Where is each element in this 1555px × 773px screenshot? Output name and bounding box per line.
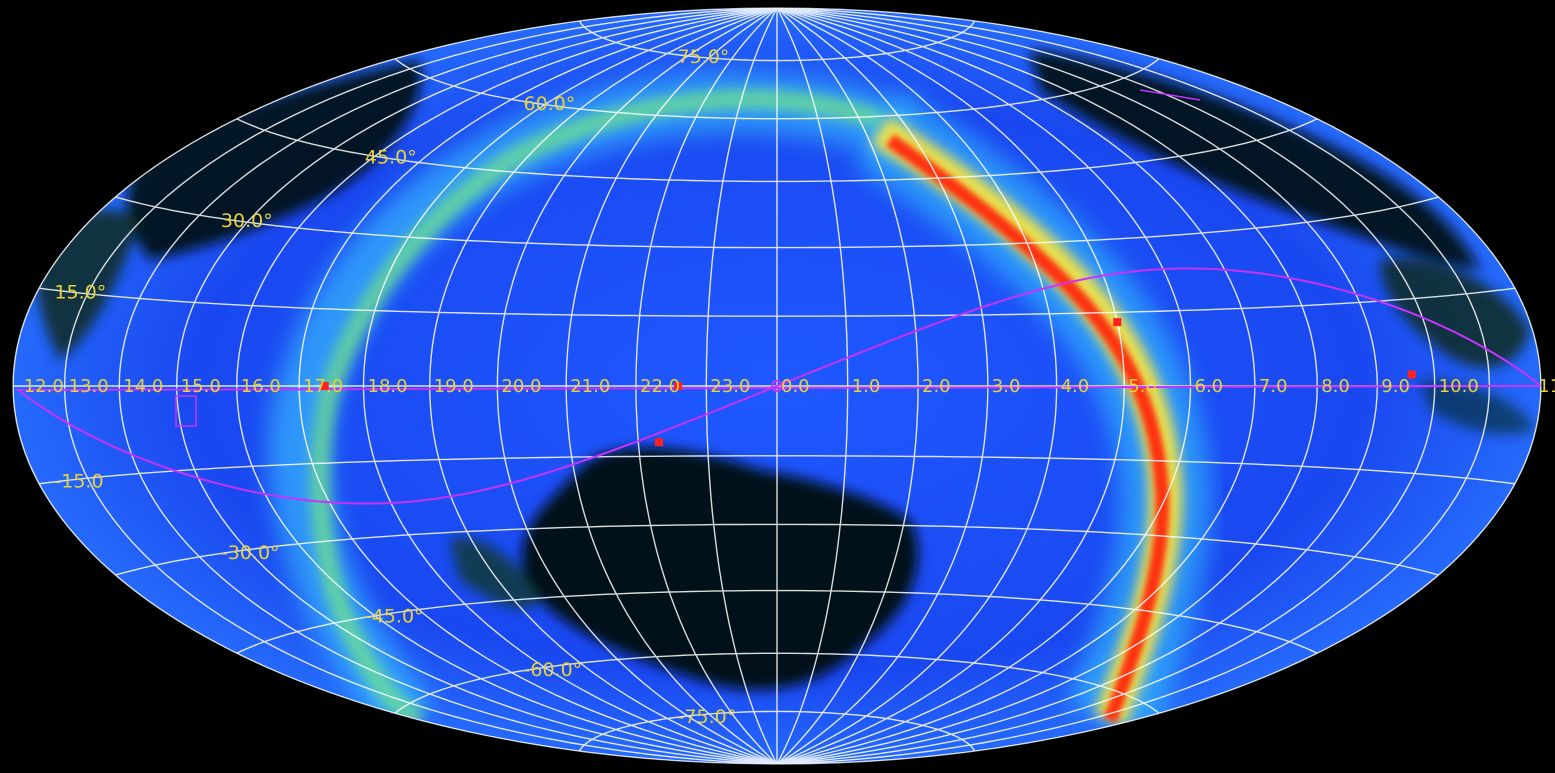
center-marker: [771, 380, 783, 392]
ra-label: 7.0: [1259, 376, 1288, 397]
ra-label: 10.0: [1439, 376, 1479, 397]
ra-label: 2.0: [922, 376, 951, 397]
ra-label: 16.0: [241, 376, 281, 397]
dark-region-nw: [127, 60, 422, 260]
ra-label: 11.0: [1538, 376, 1555, 397]
ra-labels: 11.0 10.0 9.0 8.0 7.0 6.0 5.0 4.0 3.0 2.0 1.0 0.0 23…: [24, 376, 1555, 397]
ra-label: 15.0: [181, 376, 221, 397]
ra-label: 19.0: [434, 376, 474, 397]
marker-3: [320, 382, 329, 390]
sky-outline: [12, 7, 1542, 765]
ra-label: 13.0: [69, 376, 109, 397]
parallel-line: [578, 20, 976, 62]
marker-1: [1407, 370, 1416, 379]
galactic-plane: [856, 91, 1211, 736]
bright-ring: [268, 72, 911, 739]
parallel-line: [394, 58, 1160, 120]
dark-region-south-edge: [450, 538, 540, 609]
ra-label: 8.0: [1321, 376, 1350, 397]
parallel-line: [394, 652, 1160, 714]
marker-2: [674, 382, 683, 390]
ra-label: 23.0: [710, 376, 750, 397]
parallel-line: [236, 118, 1318, 183]
ra-label: 21.0: [570, 376, 610, 397]
dec-label: 15.0°: [54, 281, 106, 303]
ra-label: 3.0: [992, 376, 1021, 397]
dec-labels: 75.0° 60.0° 45.0° 30.0° 15.0° -15.0 -30.0° -45.…: [54, 46, 736, 728]
region-box: [175, 395, 197, 427]
markers: [320, 318, 1416, 447]
ecliptic-line: [15, 267, 1541, 505]
ra-label: 22.0: [640, 376, 680, 397]
parallel-line: [578, 710, 976, 752]
ra-label: 9.0: [1381, 376, 1410, 397]
dark-region-east: [1380, 258, 1530, 368]
ra-label: 6.0: [1195, 376, 1224, 397]
parallel-line: [236, 589, 1318, 654]
dec-label: 60.0°: [524, 93, 576, 115]
ra-label: 18.0: [368, 376, 408, 397]
region-box-ne: [1139, 89, 1201, 101]
dark-region-east-lower: [1420, 380, 1535, 434]
parallel-line: [115, 196, 1439, 249]
parallel-line: [38, 287, 1516, 317]
parallel-line: [38, 455, 1516, 485]
ra-label: 5.0: [1128, 376, 1157, 397]
dec-label: 45.0°: [365, 146, 417, 168]
dec-label: -60.0°: [524, 659, 583, 681]
marker-4: [655, 438, 663, 447]
dec-label: 30.0°: [221, 210, 273, 232]
dec-label: -30.0°: [221, 542, 280, 564]
sky-emission-layer: [13, 8, 1541, 764]
dec-label: -75.0°: [678, 706, 737, 728]
ra-label: 4.0: [1061, 376, 1090, 397]
ra-label: 14.0: [123, 376, 163, 397]
ra-label: 1.0: [852, 376, 881, 397]
ra-label: 17.0: [303, 376, 343, 397]
ra-label: 20.0: [501, 376, 541, 397]
dec-label: -45.0°: [365, 606, 424, 628]
dec-label: -15.0: [54, 471, 103, 493]
dec-label: 75.0°: [678, 46, 730, 68]
parallel-line: [115, 523, 1439, 576]
ra-label: 12.0: [24, 376, 64, 397]
marker-5: [1113, 318, 1122, 327]
ra-label: 0.0: [781, 376, 810, 397]
